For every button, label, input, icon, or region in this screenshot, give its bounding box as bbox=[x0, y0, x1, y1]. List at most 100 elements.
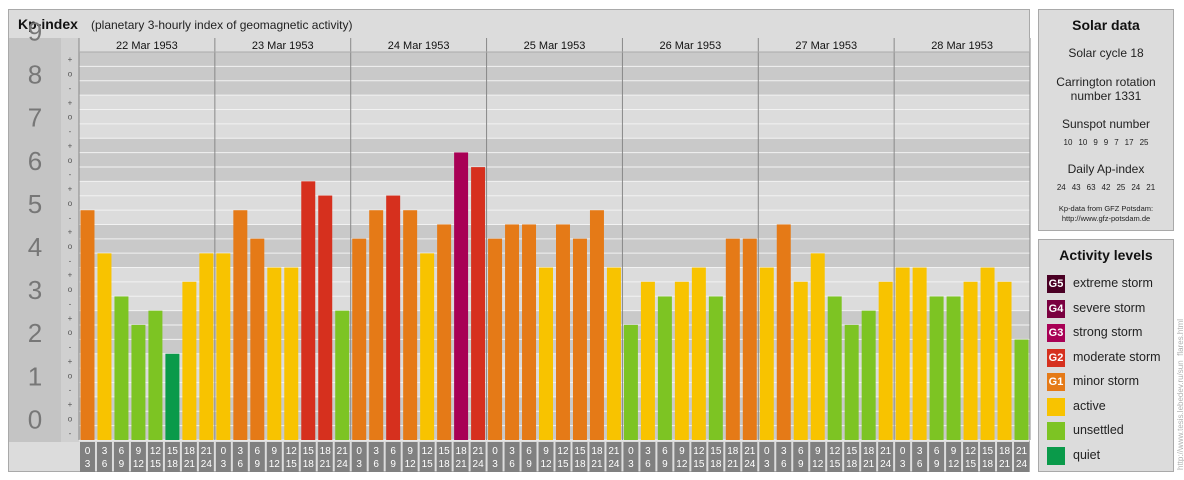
interval-start-label: 3 bbox=[373, 446, 379, 457]
kp-bar bbox=[505, 224, 520, 440]
interval-start-label: 0 bbox=[900, 446, 906, 457]
interval-label-box bbox=[232, 442, 248, 472]
interval-end-label: 6 bbox=[373, 459, 379, 470]
kp-bar bbox=[895, 267, 910, 440]
credit-text: http://www.tesis.lebedev.ru/sun_flares.h… bbox=[1176, 318, 1184, 470]
day-label: 25 Mar 1953 bbox=[524, 40, 586, 52]
y-minor-mark: + bbox=[68, 357, 73, 366]
interval-end-label: 9 bbox=[934, 459, 940, 470]
interval-label-box bbox=[198, 442, 214, 472]
interval-end-label: 21 bbox=[591, 459, 603, 470]
interval-start-label: 9 bbox=[543, 446, 549, 457]
sunspot-label: Sunspot number bbox=[1061, 117, 1151, 131]
interval-start-label: 9 bbox=[815, 446, 821, 457]
interval-end-label: 18 bbox=[439, 459, 451, 470]
interval-start-label: 21 bbox=[201, 446, 213, 457]
interval-label-box bbox=[368, 442, 384, 472]
interval-start-label: 0 bbox=[221, 446, 227, 457]
interval-label-box bbox=[147, 442, 163, 472]
ap-label: Daily Ap-index bbox=[1067, 162, 1145, 176]
kp-bar bbox=[199, 253, 214, 440]
interval-label-box bbox=[827, 442, 843, 472]
interval-end-label: 18 bbox=[303, 459, 315, 470]
interval-start-label: 3 bbox=[238, 446, 244, 457]
interval-start-label: 15 bbox=[574, 446, 586, 457]
interval-start-label: 9 bbox=[679, 446, 685, 457]
interval-end-label: 15 bbox=[286, 459, 298, 470]
kp-bar bbox=[437, 224, 452, 440]
interval-end-label: 6 bbox=[917, 459, 923, 470]
y-minor-mark: + bbox=[68, 400, 73, 409]
kp-bar bbox=[810, 253, 825, 440]
kp-bar bbox=[352, 238, 367, 440]
y-minor-mark: - bbox=[69, 127, 72, 136]
interval-start-label: 0 bbox=[85, 446, 91, 457]
activity-level-label: severe storm bbox=[1073, 300, 1146, 315]
interval-label-box bbox=[946, 442, 962, 472]
kp-band bbox=[9, 181, 1030, 225]
interval-end-label: 12 bbox=[676, 459, 688, 470]
chart-subtitle: (planetary 3-hourly index of geomagnetic… bbox=[91, 18, 353, 32]
source-link[interactable]: http://www.gfz-potsdam.de bbox=[1061, 214, 1151, 223]
interval-start-label: 6 bbox=[390, 446, 396, 457]
activity-level-swatch: G4 bbox=[1047, 299, 1065, 318]
kp-bar bbox=[861, 310, 876, 440]
interval-end-label: 15 bbox=[829, 459, 841, 470]
sunspot-value: 9 bbox=[1093, 138, 1098, 147]
activity-level-swatch bbox=[1047, 446, 1065, 465]
kp-bar bbox=[471, 167, 486, 440]
interval-label-box bbox=[742, 442, 758, 472]
interval-end-label: 15 bbox=[557, 459, 569, 470]
interval-start-label: 3 bbox=[102, 446, 108, 457]
activity-level-label: active bbox=[1073, 398, 1106, 413]
interval-start-label: 6 bbox=[798, 446, 804, 457]
y-tick-label: 7 bbox=[28, 103, 42, 133]
sunspot-value: 9 bbox=[1103, 138, 1109, 147]
day-label: 22 Mar 1953 bbox=[116, 40, 178, 52]
y-minor-mark: o bbox=[68, 371, 73, 380]
kp-bar bbox=[793, 281, 808, 440]
activity-levels-title: Activity levels bbox=[1059, 247, 1153, 263]
day-label: 24 Mar 1953 bbox=[388, 40, 450, 52]
interval-start-label: 18 bbox=[591, 446, 603, 457]
interval-start-label: 0 bbox=[764, 446, 770, 457]
interval-end-label: 21 bbox=[320, 459, 332, 470]
y-minor-mark: - bbox=[69, 299, 72, 308]
y-minor-mark: + bbox=[68, 271, 73, 280]
kp-bar bbox=[148, 310, 163, 440]
y-minor-mark: + bbox=[68, 98, 73, 107]
interval-start-label: 0 bbox=[356, 446, 362, 457]
ap-value: 63 bbox=[1086, 183, 1096, 192]
kp-band bbox=[9, 310, 1030, 354]
y-minor-mark: o bbox=[68, 414, 73, 423]
kp-bar bbox=[420, 253, 435, 440]
solar-cycle: Solar cycle 18 bbox=[1068, 46, 1144, 60]
day-label: 26 Mar 1953 bbox=[659, 40, 721, 52]
interval-end-label: 3 bbox=[221, 459, 227, 470]
kp-bar bbox=[589, 210, 604, 440]
interval-start-label: 6 bbox=[119, 446, 125, 457]
interval-label-box bbox=[674, 442, 690, 472]
interval-start-label: 9 bbox=[136, 446, 142, 457]
kp-bar bbox=[827, 296, 842, 440]
interval-start-label: 0 bbox=[628, 446, 634, 457]
interval-label-box bbox=[181, 442, 197, 472]
interval-start-label: 6 bbox=[662, 446, 668, 457]
sunspot-value: 7 bbox=[1114, 138, 1119, 147]
ap-value: 25 bbox=[1116, 183, 1126, 192]
interval-label-box bbox=[470, 442, 486, 472]
interval-end-label: 21 bbox=[863, 459, 875, 470]
interval-start-label: 6 bbox=[526, 446, 532, 457]
solar-data-title: Solar data bbox=[1072, 17, 1140, 33]
interval-end-label: 18 bbox=[710, 459, 722, 470]
interval-end-label: 15 bbox=[965, 459, 977, 470]
activity-level-swatch: G1 bbox=[1047, 373, 1065, 391]
kp-bar bbox=[946, 296, 961, 440]
kp-bar bbox=[97, 253, 112, 440]
kp-bar bbox=[216, 253, 231, 440]
kp-bar bbox=[657, 296, 672, 440]
kp-bar bbox=[742, 238, 757, 440]
interval-start-label: 12 bbox=[150, 446, 162, 457]
interval-end-label: 24 bbox=[744, 459, 756, 470]
y-minor-mark: + bbox=[68, 185, 73, 194]
